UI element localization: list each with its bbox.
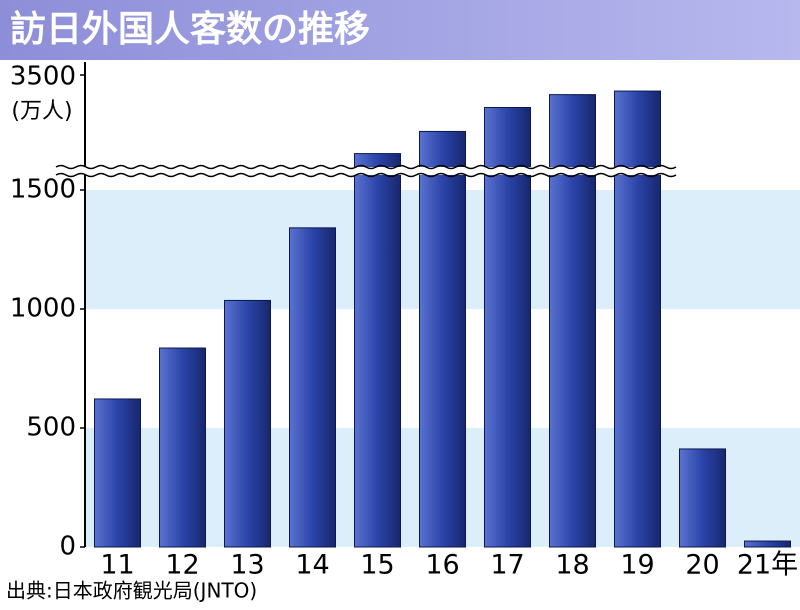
y-tick-label: 1500 [10,175,76,205]
y-axis-label: (万人) [11,99,72,124]
x-tick-label: 16 [425,550,459,581]
bar [614,90,661,548]
x-tick-label: 18 [555,550,589,581]
y-tick-label: 0 [59,532,76,562]
bar [289,227,336,548]
bar [679,448,726,548]
bar [484,106,531,548]
y-tick-label: 3500 [10,62,76,92]
x-tick-label: 12 [165,550,199,581]
x-tick-label: 21年 [737,550,798,581]
axis-break-line [55,172,677,178]
x-tick-label: 20 [685,550,719,581]
axis-break-gap [56,167,674,175]
source: 出典:日本政府観光局(JNTO) [6,579,257,603]
chart-title: 訪日外国人客数の推移 [10,9,370,50]
x-tick-label: 15 [360,550,394,581]
x-tick-label: 11 [100,550,134,581]
bar [94,398,141,548]
bar [419,130,466,548]
bar [354,153,401,548]
x-tick-label: 14 [295,550,329,581]
y-tick-label: 1000 [10,294,76,324]
bar [744,540,791,548]
title-bar [0,0,800,60]
bar [224,299,271,548]
bar [159,347,206,548]
bar [549,94,596,548]
x-tick-label: 17 [490,550,524,581]
x-tick-label: 13 [230,550,264,581]
x-tick-label: 19 [620,550,654,581]
y-tick-label: 500 [26,413,76,443]
axis-break-line [55,164,677,170]
